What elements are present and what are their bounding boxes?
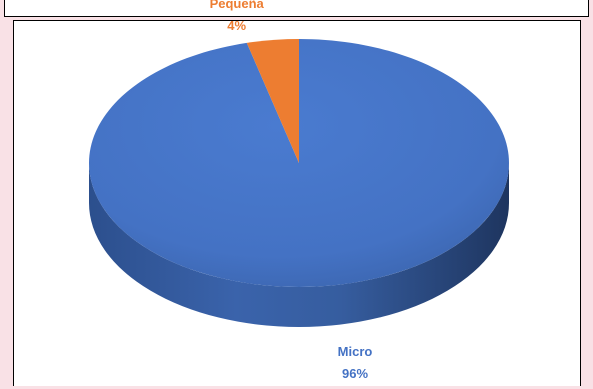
data-label-pequena-name: Pequeña — [210, 0, 265, 11]
data-label-micro-name: Micro — [338, 344, 373, 359]
data-label-pequena-percent: 4% — [227, 18, 246, 33]
data-label-micro-percent: 96% — [342, 366, 368, 381]
top-header-bar — [4, 0, 589, 17]
pie-slice-pequena — [246, 39, 299, 163]
pie-side-wall — [89, 163, 509, 327]
